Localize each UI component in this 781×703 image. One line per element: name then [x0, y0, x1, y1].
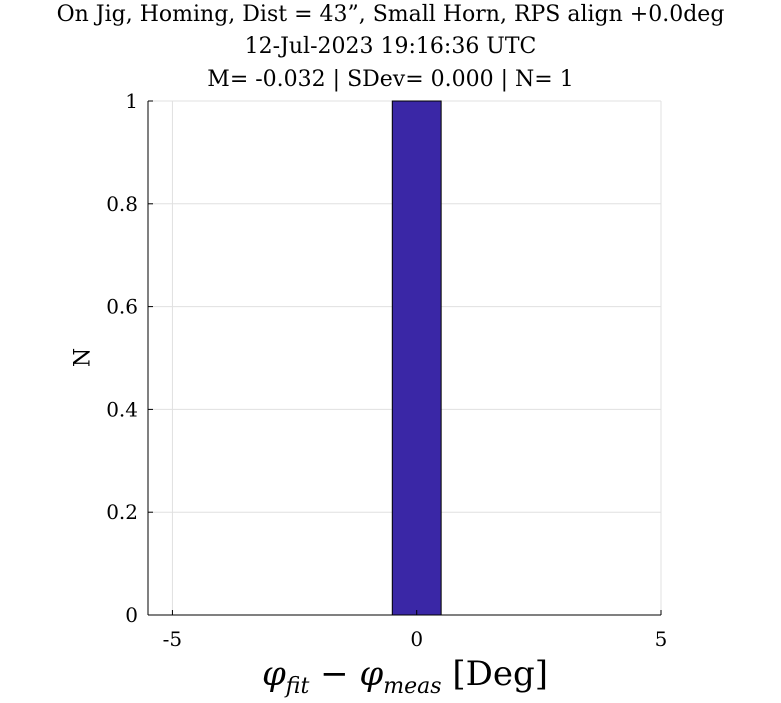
x-axis-label-sub-meas: meas — [383, 674, 442, 699]
axes — [147, 100, 662, 616]
histogram-bars — [391, 100, 442, 616]
y-tick-label-3: 0.6 — [106, 295, 138, 319]
x-axis-label-sub-fit: fit — [285, 674, 310, 699]
histogram-bar-0 — [391, 100, 442, 616]
tick-labels: -5 0 5 0 0.2 0.4 0.6 0.8 1 — [106, 89, 667, 651]
x-axis-label-phi-2: φ — [359, 654, 384, 694]
x-tick-label-0: -5 — [163, 627, 182, 651]
y-tick-label-5: 1 — [125, 89, 138, 113]
x-axis-label-unit: [Deg] — [441, 654, 549, 694]
y-tick-label-1: 0.2 — [106, 500, 138, 524]
chart-title-line-3: M= -0.032 | SDev= 0.000 | N= 1 — [207, 67, 574, 92]
x-tick-label-1: 0 — [410, 627, 423, 651]
chart-title-line-1: On Jig, Homing, Dist = 43”, Small Horn, … — [56, 2, 725, 27]
x-axis-label: φfit − φmeas [Deg] — [148, 654, 662, 699]
y-axis-label: N — [70, 347, 96, 368]
y-tick-label-2: 0.4 — [106, 397, 138, 421]
y-tick-label-0: 0 — [125, 603, 138, 627]
x-axis-label-phi-1: φ — [261, 654, 286, 694]
x-axis-label-minus: − — [309, 654, 360, 694]
chart-title-line-2: 12-Jul-2023 19:16:36 UTC — [244, 34, 537, 59]
y-tick-label-4: 0.8 — [106, 192, 138, 216]
x-tick-label-2: 5 — [655, 627, 668, 651]
